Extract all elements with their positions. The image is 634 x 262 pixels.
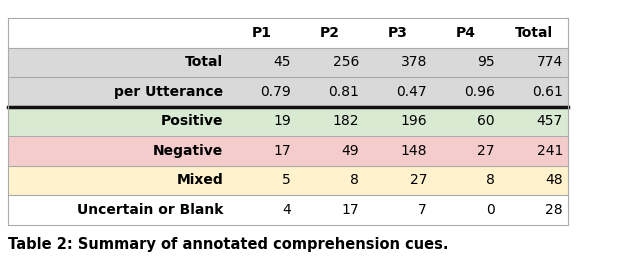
Text: 28: 28 [545, 203, 563, 217]
Text: 8: 8 [486, 173, 495, 187]
Bar [8, 166, 568, 195]
Bar [8, 106, 568, 136]
Text: 95: 95 [477, 55, 495, 69]
Text: Total: Total [515, 26, 553, 40]
Text: Positive: Positive [160, 114, 223, 128]
Text: 4: 4 [282, 203, 291, 217]
Text: 8: 8 [350, 173, 359, 187]
Text: P2: P2 [320, 26, 340, 40]
Bar [8, 195, 568, 225]
Text: 45: 45 [273, 55, 291, 69]
Text: 0.47: 0.47 [396, 85, 427, 99]
Text: 774: 774 [537, 55, 563, 69]
Text: Table 2: Summary of annotated comprehension cues.: Table 2: Summary of annotated comprehens… [8, 237, 448, 253]
Text: 27: 27 [477, 144, 495, 158]
Bar [8, 18, 568, 47]
Text: 5: 5 [282, 173, 291, 187]
Text: 148: 148 [401, 144, 427, 158]
Text: Mixed: Mixed [176, 173, 223, 187]
Text: 0.96: 0.96 [464, 85, 495, 99]
Text: 378: 378 [401, 55, 427, 69]
Bar [8, 47, 568, 77]
Text: 0.79: 0.79 [260, 85, 291, 99]
Text: P4: P4 [456, 26, 476, 40]
Text: 48: 48 [545, 173, 563, 187]
Text: 19: 19 [273, 114, 291, 128]
Text: P3: P3 [388, 26, 408, 40]
Text: 241: 241 [536, 144, 563, 158]
Text: 0.61: 0.61 [532, 85, 563, 99]
Bar [8, 136, 568, 166]
Text: 0: 0 [486, 203, 495, 217]
Text: 256: 256 [333, 55, 359, 69]
Text: 196: 196 [401, 114, 427, 128]
Text: 60: 60 [477, 114, 495, 128]
Text: P1: P1 [252, 26, 272, 40]
Text: 49: 49 [341, 144, 359, 158]
Text: Negative: Negative [153, 144, 223, 158]
Text: Total: Total [185, 55, 223, 69]
Text: 457: 457 [537, 114, 563, 128]
Text: 17: 17 [341, 203, 359, 217]
Text: Uncertain or Blank: Uncertain or Blank [77, 203, 223, 217]
Text: 27: 27 [410, 173, 427, 187]
Text: 7: 7 [418, 203, 427, 217]
Text: 182: 182 [332, 114, 359, 128]
Text: per Utterance: per Utterance [114, 85, 223, 99]
Text: 0.81: 0.81 [328, 85, 359, 99]
Text: 17: 17 [273, 144, 291, 158]
Bar [8, 77, 568, 106]
